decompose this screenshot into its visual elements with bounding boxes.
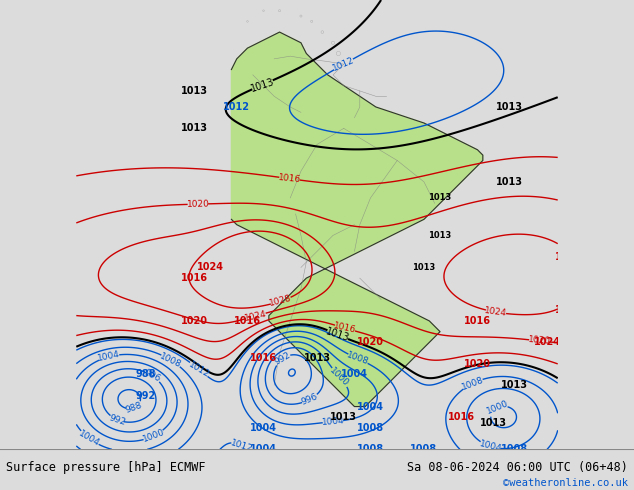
Text: 1013: 1013 [429, 231, 451, 240]
Text: 1013: 1013 [501, 380, 528, 390]
Text: 1012: 1012 [331, 56, 356, 73]
Text: 1013: 1013 [412, 263, 436, 272]
Polygon shape [231, 32, 483, 407]
Text: 1004: 1004 [478, 439, 502, 454]
Text: 1000: 1000 [501, 487, 528, 490]
Text: 1004: 1004 [341, 369, 368, 379]
Text: 1013: 1013 [429, 194, 451, 202]
Text: 1024: 1024 [243, 309, 268, 323]
Text: 1008: 1008 [501, 444, 529, 454]
Text: 1024: 1024 [484, 306, 508, 318]
Text: 1013: 1013 [325, 326, 351, 343]
Text: 1013: 1013 [330, 412, 357, 422]
Text: 1024: 1024 [534, 337, 560, 347]
Text: 1016: 1016 [250, 353, 277, 364]
Text: 1008: 1008 [357, 423, 384, 433]
Text: 1004: 1004 [77, 429, 101, 448]
Text: 1024: 1024 [197, 263, 224, 272]
Text: 996: 996 [143, 368, 162, 384]
Text: 1020: 1020 [555, 305, 582, 315]
Text: 1008: 1008 [357, 444, 384, 454]
Text: 1004: 1004 [501, 466, 528, 476]
Text: 1016: 1016 [448, 412, 475, 422]
Text: 1016: 1016 [333, 321, 357, 335]
Text: 1016: 1016 [234, 316, 261, 326]
Text: 1028: 1028 [269, 294, 293, 308]
Text: 992: 992 [108, 413, 127, 427]
Text: 1008: 1008 [460, 375, 485, 392]
Text: 1012: 1012 [229, 438, 254, 453]
Text: 1013: 1013 [181, 123, 207, 133]
Text: 1013: 1013 [496, 177, 523, 187]
Text: 1020: 1020 [527, 336, 551, 346]
Text: 1020: 1020 [186, 199, 209, 209]
Text: 1020: 1020 [357, 337, 384, 347]
Text: 1004: 1004 [321, 416, 345, 427]
Text: 1004: 1004 [97, 350, 121, 364]
Text: 1013: 1013 [249, 76, 276, 94]
Text: ©weatheronline.co.uk: ©weatheronline.co.uk [503, 478, 628, 488]
Text: 996: 996 [300, 392, 320, 407]
Text: 1016: 1016 [181, 273, 207, 283]
Text: Sa 08-06-2024 06:00 UTC (06+48): Sa 08-06-2024 06:00 UTC (06+48) [407, 461, 628, 474]
Text: 1004: 1004 [250, 444, 277, 454]
Text: Surface pressure [hPa] ECMWF: Surface pressure [hPa] ECMWF [6, 461, 206, 474]
Text: 1004: 1004 [250, 423, 277, 433]
Text: 1000: 1000 [485, 399, 510, 416]
Text: 1000: 1000 [141, 428, 166, 444]
Text: 1020: 1020 [464, 359, 491, 369]
Text: 1013: 1013 [181, 86, 207, 96]
Text: 1020: 1020 [181, 316, 207, 326]
Text: 1008: 1008 [410, 444, 437, 454]
Text: 1012: 1012 [186, 360, 211, 379]
Text: 1016: 1016 [464, 316, 491, 326]
Text: 988: 988 [124, 400, 144, 415]
Text: 988: 988 [136, 369, 156, 379]
Text: 1004: 1004 [357, 401, 384, 412]
Text: 1013: 1013 [480, 417, 507, 428]
Text: 1013: 1013 [304, 353, 330, 364]
Text: 1016: 1016 [278, 173, 301, 184]
Text: 992: 992 [273, 350, 292, 367]
Text: 1013: 1013 [496, 102, 523, 112]
Text: 1012: 1012 [223, 102, 250, 112]
Text: 1008: 1008 [158, 351, 183, 369]
Text: 1008: 1008 [346, 351, 370, 367]
Text: 1016: 1016 [555, 252, 582, 262]
Text: 1000: 1000 [328, 366, 351, 389]
Text: 992: 992 [136, 391, 156, 401]
